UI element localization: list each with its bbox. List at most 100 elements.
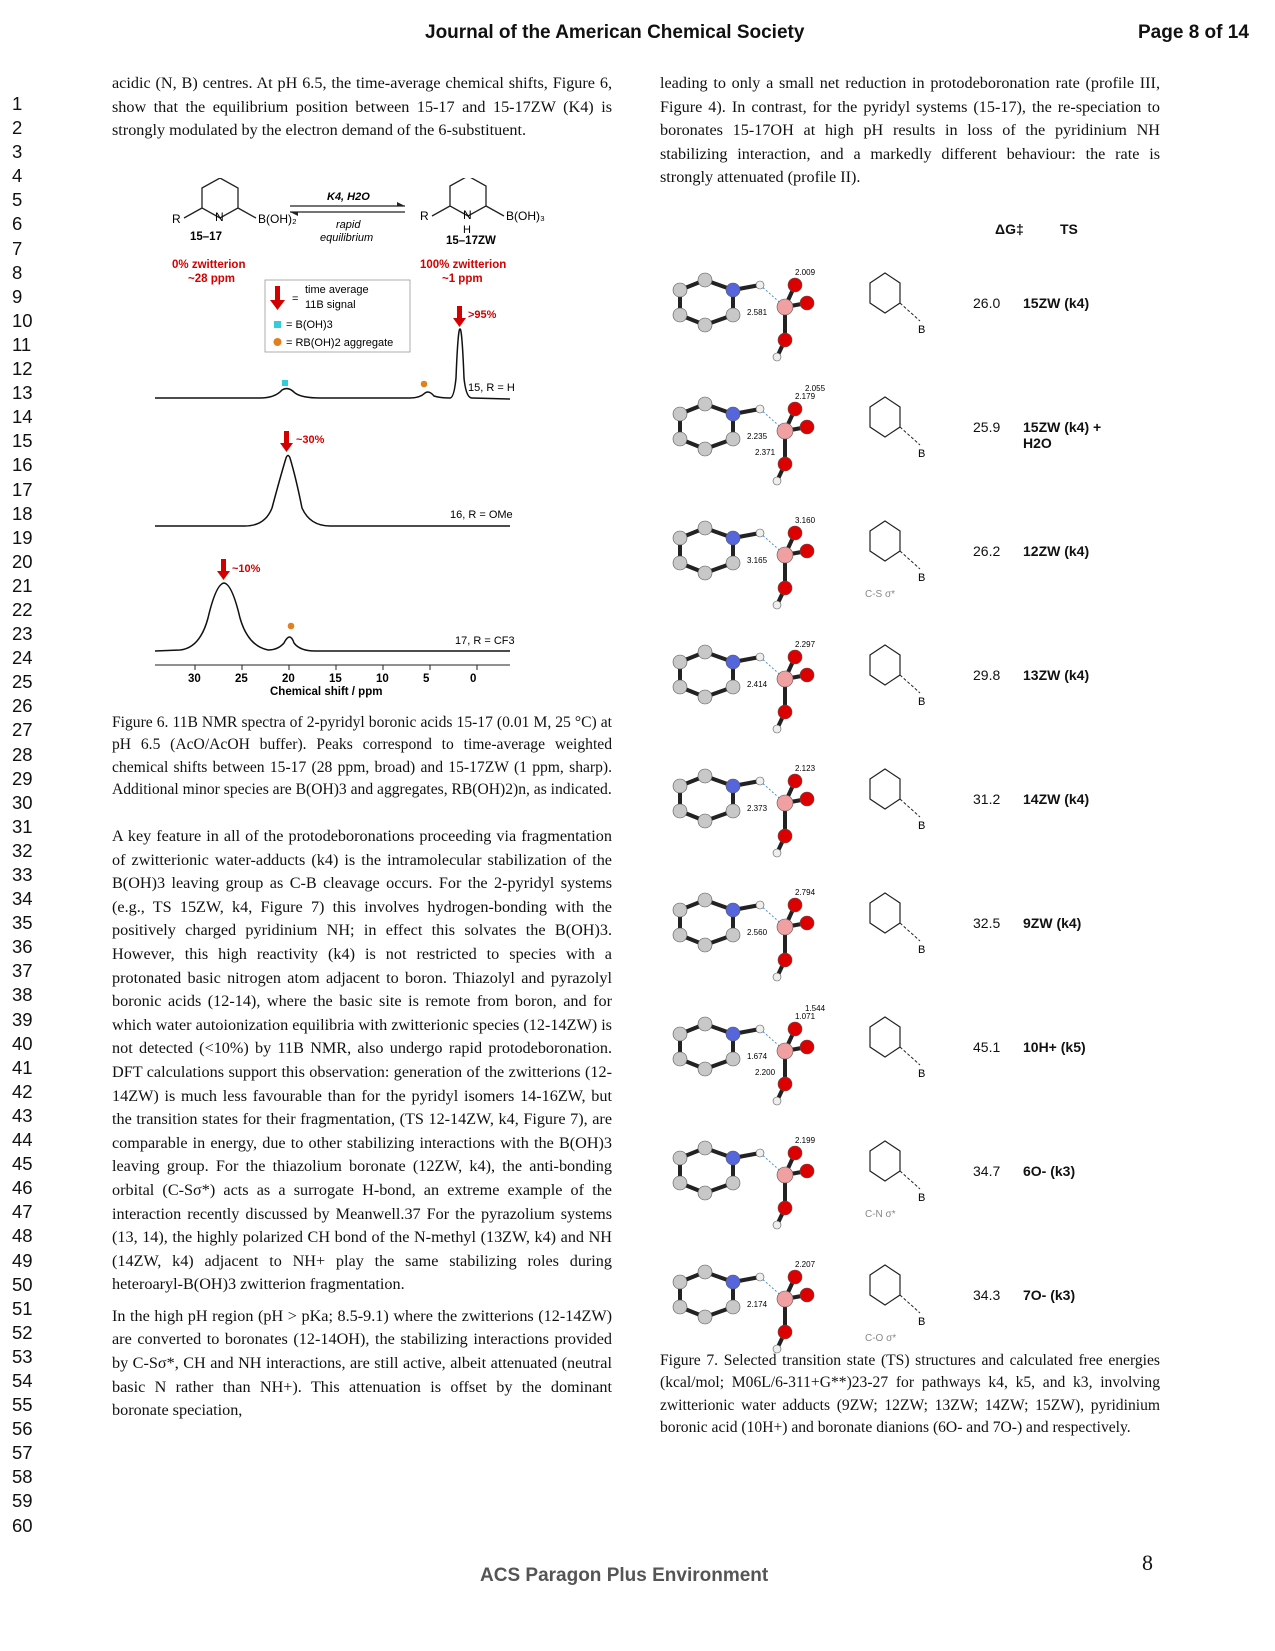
atom [777, 580, 793, 596]
ts-row: 2.009 2.581 B 26.0 15ZW (k4) [655, 245, 1175, 369]
atom [799, 1039, 815, 1055]
trace1-label: 15, R = H [468, 382, 515, 394]
ts-schematic: B [869, 644, 925, 708]
dg-column-header: ΔG‡ [995, 221, 1024, 237]
zero-zwitterion-label: 0% zwitterion [172, 259, 245, 271]
aggregate-marker-icon [273, 338, 282, 346]
atom [787, 277, 803, 293]
trace3-aggregate-marker [287, 622, 295, 630]
x-tick-label: 20 [282, 673, 295, 685]
line-number: 13 [12, 382, 33, 404]
boron-label: B [918, 324, 925, 336]
distance-label: 2.200 [755, 1068, 776, 1077]
atom [725, 406, 741, 422]
paragraph-key-feature: A key feature in all of the protodeboron… [112, 827, 612, 1294]
legend-boh3: = B(OH)3 [286, 319, 333, 331]
r-label-right: R [420, 209, 429, 223]
ts-schematic: B [869, 272, 925, 336]
breaking-bond [899, 426, 921, 446]
ts-row: 2.207 2.174 B C-O σ* 34.3 7O- (k3) [655, 1237, 1175, 1361]
boh3-marker-icon [274, 321, 281, 328]
atom [725, 1150, 741, 1166]
atom [725, 1175, 741, 1191]
line-number: 19 [12, 526, 33, 548]
atom [777, 1076, 793, 1092]
line-number: 53 [12, 1345, 33, 1367]
atom [697, 937, 713, 953]
line-number: 15 [12, 430, 33, 452]
legend-arrow-head [270, 300, 285, 310]
interaction-line [759, 780, 786, 804]
line-number: 41 [12, 1056, 33, 1078]
atom [772, 1344, 782, 1354]
ts-schematic: B [869, 768, 925, 832]
line-number: 38 [12, 984, 33, 1006]
line-number: 30 [12, 791, 33, 813]
line-number: 4 [12, 165, 23, 187]
interaction-line [759, 1276, 786, 1300]
atom [755, 280, 765, 290]
line-number: 5 [12, 189, 23, 211]
line-number: 33 [12, 864, 33, 885]
atom [755, 776, 765, 786]
line-numbers: 1 2 3 4 5 6 7 8 9 10 11 12 13 14 15 16 17 18 19 20 21 22 23 24 2… [12, 92, 42, 1538]
line-number: 23 [12, 623, 33, 645]
atom [697, 813, 713, 829]
line-number: 52 [12, 1321, 33, 1343]
line-number: 35 [12, 912, 33, 934]
line-number: 45 [12, 1153, 33, 1175]
trace2-percent: ~30% [296, 434, 325, 446]
line-number: 8 [12, 261, 23, 283]
full-zwitterion-label: 100% zwitterion [420, 259, 506, 271]
atom [672, 530, 688, 546]
line-number: 17 [12, 478, 33, 500]
line-number: 26 [12, 695, 33, 717]
interaction-line [759, 904, 786, 928]
distance-label: 2.414 [747, 680, 768, 689]
line-number: 59 [12, 1490, 33, 1512]
atom [725, 530, 741, 546]
ring [869, 272, 901, 314]
ts-label: 14ZW (k4) [1023, 791, 1090, 807]
atom [776, 918, 794, 936]
atom [772, 476, 782, 486]
trace3-percent: ~10% [232, 563, 261, 575]
line-number: 37 [12, 960, 33, 982]
atom [776, 546, 794, 564]
ring [869, 1264, 901, 1306]
line-number: 28 [12, 743, 33, 765]
distance-label: 1.544 [805, 1004, 826, 1013]
interaction-line [759, 408, 786, 432]
line-number: 2 [12, 117, 23, 139]
boron-label: B [918, 1316, 925, 1328]
distance-label: 2.199 [795, 1136, 816, 1145]
line-number: 60 [12, 1514, 33, 1536]
atom [725, 803, 741, 819]
right-ppm-label: ~1 ppm [442, 273, 483, 285]
orbital-note: C-O σ* [865, 1333, 896, 1344]
atom [725, 778, 741, 794]
trace3-label: 17, R = CF3 [455, 635, 515, 647]
atom [787, 897, 803, 913]
atom [772, 848, 782, 858]
atom [787, 649, 803, 665]
atom [799, 1163, 815, 1179]
atom [672, 1150, 688, 1166]
atom [725, 1299, 741, 1315]
atom [799, 1287, 815, 1303]
line-number: 21 [12, 574, 33, 596]
atom [776, 1290, 794, 1308]
atom [697, 1264, 713, 1280]
orbital-note: C-S σ* [865, 589, 895, 600]
line-number: 34 [12, 888, 33, 910]
ts-row: 3.160 3.165 B C-S σ* 26.2 12ZW (k4) [655, 493, 1175, 617]
line-number: 25 [12, 671, 33, 693]
ts-schematic: B [869, 892, 925, 956]
ring [869, 1140, 901, 1182]
ts-label: 9ZW (k4) [1023, 915, 1082, 931]
right-column: leading to only a small net reduction in… [660, 72, 1160, 198]
ts-schematic: B C-N σ* [865, 1140, 925, 1220]
pyridine-left-structure [183, 178, 257, 219]
atom [725, 654, 741, 670]
ts-label: 6O- (k3) [1023, 1163, 1076, 1179]
